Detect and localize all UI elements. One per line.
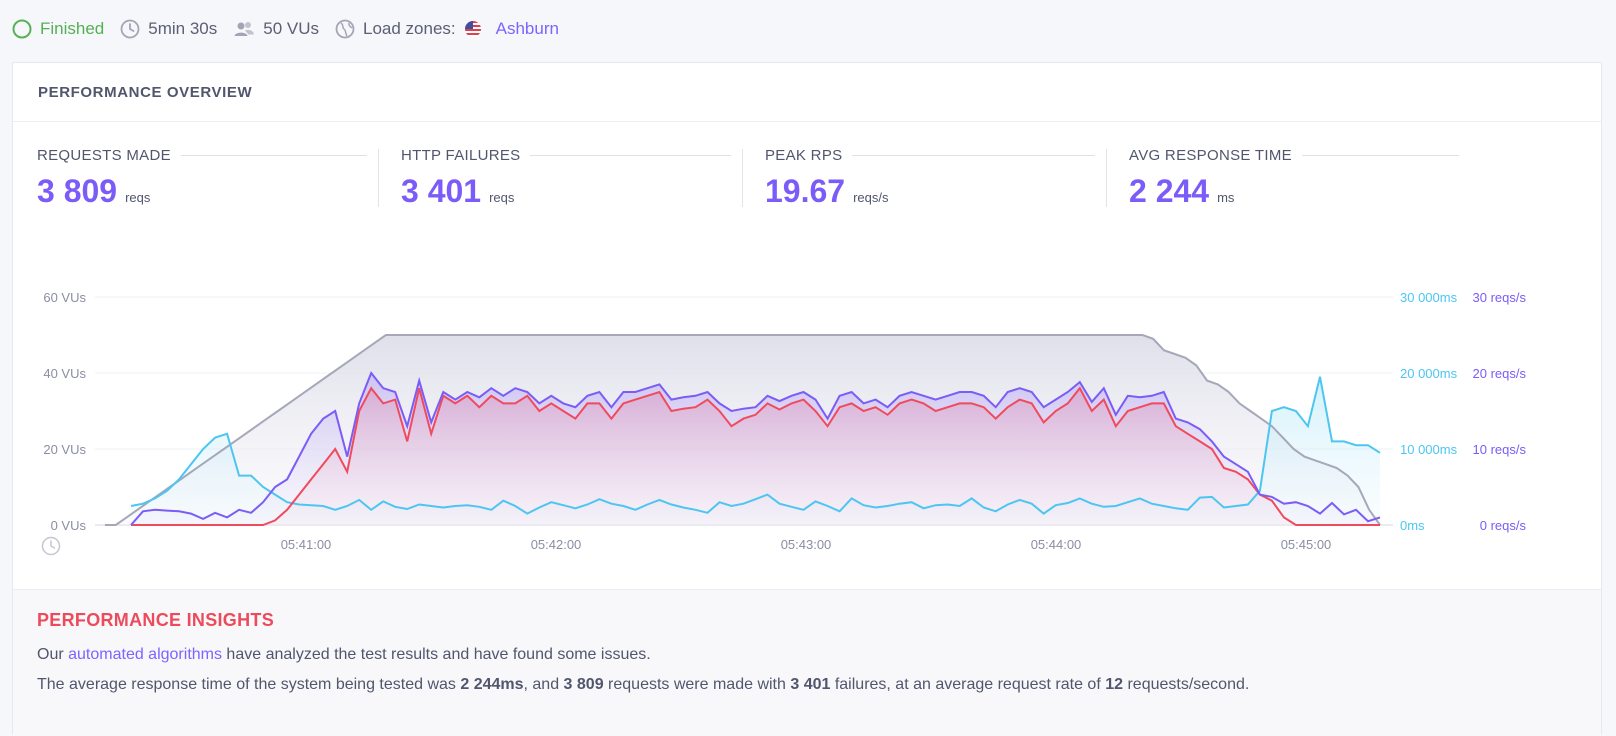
panel-title: PERFORMANCE OVERVIEW <box>13 63 1601 122</box>
status-finished-label: Finished <box>40 19 105 38</box>
metric-value: 3 809 <box>37 173 118 209</box>
metric-value: 2 244 <box>1129 173 1210 209</box>
status-finished: Finished <box>12 19 104 39</box>
ms-axis-tick-label: 20 000ms <box>1400 366 1458 381</box>
x-axis-tick-label: 05:43:00 <box>781 537 832 552</box>
clock-icon <box>120 19 140 39</box>
insights-text: Our <box>37 646 69 663</box>
performance-insights: PERFORMANCE INSIGHTS Our automated algor… <box>13 589 1601 736</box>
x-axis-tick-label: 05:44:00 <box>1031 537 1082 552</box>
insights-text: , and <box>523 676 564 693</box>
metric-divider-line <box>180 154 367 156</box>
metric-value: 19.67 <box>765 173 846 209</box>
status-load-zones: Load zones: Ashburn <box>335 19 559 39</box>
insights-failures: 3 401 <box>790 676 831 693</box>
metric-unit: reqs <box>489 190 515 205</box>
metrics-row: REQUESTS MADE 3 809 reqs HTTP FAILURES 3… <box>13 145 1601 215</box>
users-icon <box>234 22 255 36</box>
insights-text: requests were made with <box>603 676 791 693</box>
insights-text: requests/second. <box>1123 676 1250 693</box>
metric-separator <box>378 149 379 207</box>
metric-title: REQUESTS MADE <box>37 146 171 164</box>
metric-unit: reqs/s <box>853 190 889 205</box>
metric-peak-rps: PEAK RPS 19.67 reqs/s <box>765 145 1095 210</box>
insights-text: The average response time of the system … <box>37 676 461 693</box>
vus-line <box>105 334 1381 526</box>
metric-divider-line <box>530 154 731 156</box>
insights-rate: 12 <box>1105 676 1124 693</box>
load-zone-link[interactable]: Ashburn <box>495 19 559 38</box>
response-time-line <box>130 376 1381 515</box>
insights-avg-response: 2 244ms <box>460 676 524 693</box>
metric-divider-line <box>852 154 1095 156</box>
metric-divider-line <box>1301 154 1459 156</box>
ms-axis-tick-label: 10 000ms <box>1400 442 1458 457</box>
status-duration-label: 5min 30s <box>148 19 218 38</box>
metric-unit: ms <box>1217 190 1235 205</box>
metric-avg-response-time: AVG RESPONSE TIME 2 244 ms <box>1129 145 1459 210</box>
status-load-zones-label: Load zones: <box>363 19 456 38</box>
insights-text: failures, at an average request rate of <box>830 676 1106 693</box>
ms-axis-tick-label: 0ms <box>1400 518 1425 533</box>
ms-axis-tick-label: 30 000ms <box>1400 290 1458 305</box>
x-axis-tick-label: 05:45:00 <box>1281 537 1332 552</box>
left-axis-tick-label: 20 VUs <box>43 442 86 457</box>
insights-summary: Our automated algorithms have analyzed t… <box>37 646 651 664</box>
status-vus: 50 VUs <box>233 19 319 39</box>
metric-title: AVG RESPONSE TIME <box>1129 146 1292 164</box>
insights-requests: 3 809 <box>563 676 604 693</box>
requests-line <box>130 371 1381 526</box>
performance-chart[interactable]: 0 VUs 0ms 0 reqs/s 20 VUs 10 000ms 10 reqs/s 4… <box>13 283 1603 583</box>
metric-http-failures: HTTP FAILURES 3 401 reqs <box>401 145 731 210</box>
reqs-axis-tick-label: 20 reqs/s <box>1473 366 1527 381</box>
x-axis-tick-label: 05:42:00 <box>531 537 582 552</box>
reqs-axis-tick-label: 0 reqs/s <box>1480 518 1527 533</box>
left-axis-tick-label: 0 VUs <box>51 518 87 533</box>
metric-separator <box>742 149 743 207</box>
x-axis-tick-label: 05:41:00 <box>281 537 332 552</box>
insights-title: PERFORMANCE INSIGHTS <box>37 610 275 630</box>
status-vus-label: 50 VUs <box>263 19 319 38</box>
insights-text: have analyzed the test results and have … <box>221 646 651 663</box>
automated-algorithms-link[interactable]: automated algorithms <box>68 646 222 663</box>
metric-unit: reqs <box>125 190 151 205</box>
metric-title: PEAK RPS <box>765 146 843 164</box>
finished-circle-icon <box>12 19 32 39</box>
left-axis-tick-label: 60 VUs <box>43 290 86 305</box>
metric-title: HTTP FAILURES <box>401 146 521 164</box>
performance-chart-svg[interactable]: 0 VUs 0ms 0 reqs/s 20 VUs 10 000ms 10 reqs/s 4… <box>13 283 1603 583</box>
left-axis-tick-label: 40 VUs <box>43 366 86 381</box>
time-axis-clock-icon <box>41 536 61 556</box>
us-flag-icon <box>464 21 481 37</box>
failures-area <box>131 388 1380 525</box>
insights-details: The average response time of the system … <box>37 676 1249 694</box>
status-duration: 5min 30s <box>120 19 217 39</box>
metric-separator <box>1106 149 1107 207</box>
reqs-axis-tick-label: 30 reqs/s <box>1473 290 1527 305</box>
reqs-axis-tick-label: 10 reqs/s <box>1473 442 1527 457</box>
failures-line <box>131 386 1380 526</box>
metric-value: 3 401 <box>401 173 482 209</box>
performance-overview-panel: PERFORMANCE OVERVIEW REQUESTS MADE 3 809… <box>12 62 1603 736</box>
test-status-bar: Finished 5min 30s 50 VUs Load zones: <box>12 14 575 44</box>
globe-icon <box>335 19 355 39</box>
metric-requests-made: REQUESTS MADE 3 809 reqs <box>37 145 367 210</box>
